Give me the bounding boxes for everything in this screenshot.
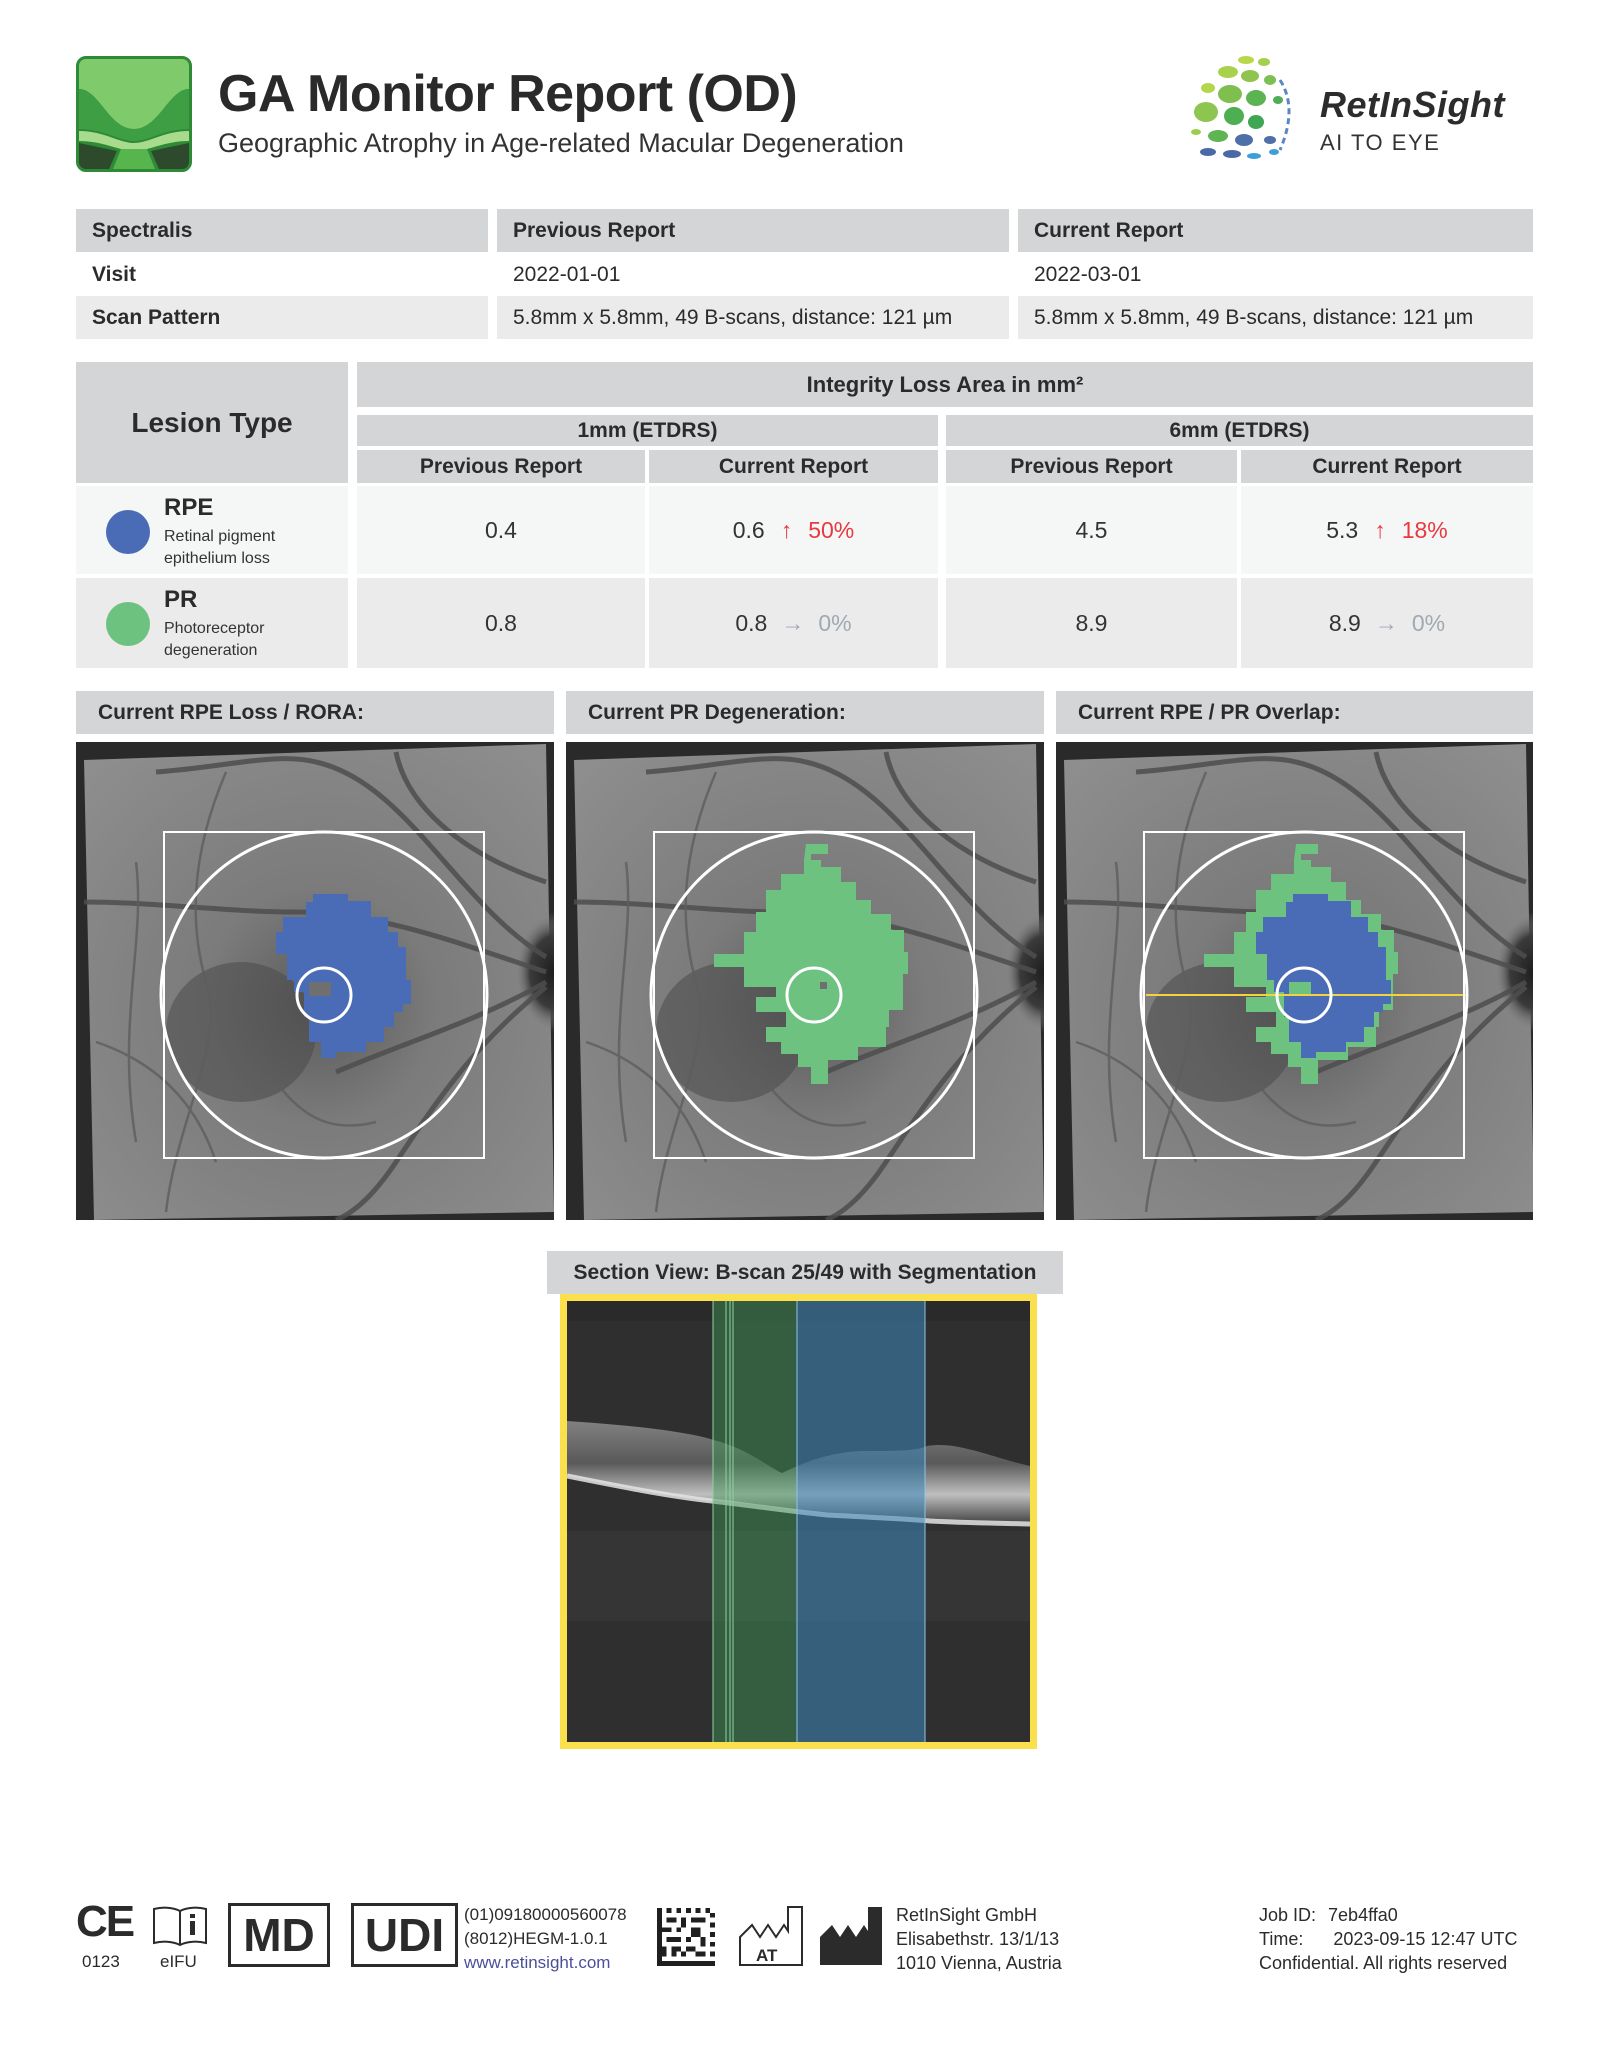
- ce-number: 0123: [82, 1952, 120, 1971]
- current-report-header: Current Report: [1018, 209, 1533, 252]
- device-header: Spectralis: [76, 209, 488, 252]
- pr-color-swatch: [106, 602, 150, 646]
- lesion-rpe-cell: RPE Retinal pigment epithelium loss: [76, 486, 348, 574]
- rpe-desc-line2: epithelium loss: [164, 550, 270, 567]
- website-link[interactable]: www.retinsight.com: [464, 1953, 611, 1972]
- rpe-6mm-change: 18%: [1401, 516, 1448, 543]
- time-label: Time:: [1259, 1929, 1304, 1949]
- trend-flat-icon: →: [781, 609, 805, 636]
- company-street: Elisabethstr. 13/1/13: [896, 1929, 1060, 1949]
- trend-flat-icon: →: [1374, 609, 1398, 636]
- zone-6mm-current-header: Current Report: [1241, 450, 1533, 483]
- rpe-name: RPE: [164, 494, 214, 521]
- rpe-6mm-current: 5.3 ↑ 18%: [1241, 486, 1533, 574]
- eifu-book-icon: [152, 1905, 208, 1947]
- company-name: RetInSight GmbH: [896, 1905, 1038, 1925]
- visit-current: 2022-03-01: [1034, 262, 1142, 286]
- rpe-1mm-current-value: 0.6: [732, 516, 765, 543]
- zone-6mm-previous-header: Previous Report: [946, 450, 1237, 483]
- pr-6mm-previous: 8.9: [946, 578, 1237, 668]
- job-info: Job ID: 7eb4ffa0 Time: 2023-09-15 12:47 UT…: [1259, 1903, 1517, 1975]
- visit-label: Visit: [92, 262, 136, 286]
- scan-pattern-label: Scan Pattern: [76, 296, 488, 339]
- retinsight-logo-icon: [1188, 50, 1308, 166]
- ce-mark-icon: CE: [76, 1897, 135, 1946]
- pr-1mm-current-value: 0.8: [735, 609, 768, 636]
- ga-monitor-logo: [76, 56, 192, 172]
- pr-desc-line2: degeneration: [164, 642, 258, 659]
- report-title: GA Monitor Report (OD): [218, 65, 798, 123]
- brand-tagline: AI TO EYE: [1320, 130, 1441, 155]
- overlap-fundus-image: [1056, 742, 1533, 1220]
- pr-6mm-current-value: 8.9: [1328, 609, 1361, 636]
- rpe-color-swatch: [106, 510, 150, 554]
- pr-degeneration-fundus-image: [566, 742, 1044, 1220]
- previous-report-header: Previous Report: [497, 209, 1009, 252]
- report-time: 2023-09-15 12:47 UTC: [1333, 1929, 1518, 1949]
- bscan-image: [567, 1301, 1030, 1742]
- pr-1mm-previous: 0.8: [357, 578, 645, 668]
- pr-1mm-change: 0%: [818, 609, 852, 636]
- report-subtitle: Geographic Atrophy in Age-related Macula…: [218, 128, 904, 158]
- rpe-loss-fundus-image: [76, 742, 554, 1220]
- rpe-6mm-current-value: 5.3: [1326, 516, 1359, 543]
- company-city: 1010 Vienna, Austria: [896, 1953, 1062, 1973]
- zone-1mm-current-header: Current Report: [649, 450, 938, 483]
- section-view-title: Section View: B-scan 25/49 with Segmenta…: [547, 1251, 1063, 1294]
- brand-name: RetInSight: [1320, 84, 1505, 125]
- pr-desc-line1: Photoreceptor: [164, 620, 265, 637]
- rpe-1mm-current: 0.6 ↑ 50%: [649, 486, 938, 574]
- country-code: AT: [756, 1946, 778, 1965]
- rpe-1mm-previous: 0.4: [357, 486, 645, 574]
- datamatrix-code-icon: [657, 1908, 715, 1966]
- scan-pattern-previous: 5.8mm x 5.8mm, 49 B-scans, distance: 121…: [497, 296, 1009, 339]
- zone-1mm-header: 1mm (ETDRS): [357, 415, 938, 446]
- bscan-frame: [560, 1294, 1037, 1749]
- country-of-manufacture-icon: AT: [738, 1905, 806, 1967]
- panel-overlap-title: Current RPE / PR Overlap:: [1056, 691, 1533, 734]
- zone-1mm-previous-header: Previous Report: [357, 450, 645, 483]
- pr-6mm-current: 8.9 → 0%: [1241, 578, 1533, 668]
- udi-badge: UDI: [351, 1903, 458, 1967]
- udi-line1: (01)09180000560078: [464, 1905, 627, 1924]
- integrity-loss-header: Integrity Loss Area in mm²: [357, 362, 1533, 407]
- pr-6mm-change: 0%: [1411, 609, 1446, 636]
- pr-name: PR: [164, 586, 198, 613]
- pr-1mm-current: 0.8 → 0%: [649, 578, 938, 668]
- panel-rpe-loss-title: Current RPE Loss / RORA:: [76, 691, 554, 734]
- visit-previous: 2022-01-01: [513, 262, 621, 286]
- udi-line2: (8012)HEGM-1.0.1: [464, 1929, 608, 1948]
- trend-up-icon: ↑: [1374, 516, 1386, 543]
- pr-description: Photoreceptor degeneration: [164, 618, 265, 662]
- ga-monitor-logo-icon: [79, 59, 189, 169]
- manufacturer-address: RetInSight GmbH Elisabethstr. 13/1/13 10…: [896, 1903, 1062, 1975]
- scan-pattern-current: 5.8mm x 5.8mm, 49 B-scans, distance: 121…: [1018, 296, 1533, 339]
- rpe-6mm-previous: 4.5: [946, 486, 1237, 574]
- rpe-description: Retinal pigment epithelium loss: [164, 526, 275, 570]
- job-id-label: Job ID:: [1259, 1905, 1317, 1925]
- zone-6mm-header: 6mm (ETDRS): [946, 415, 1533, 446]
- trend-up-icon: ↑: [780, 516, 793, 543]
- confidential-notice: Confidential. All rights reserved: [1259, 1953, 1508, 1973]
- lesion-type-header: Lesion Type: [76, 362, 348, 483]
- manufacturer-icon: [818, 1905, 884, 1967]
- rpe-desc-line1: Retinal pigment: [164, 528, 276, 545]
- panel-pr-degeneration-title: Current PR Degeneration:: [566, 691, 1044, 734]
- md-badge: MD: [228, 1903, 330, 1967]
- job-id: 7eb4ffa0: [1328, 1905, 1398, 1925]
- udi-info: (01)09180000560078 (8012)HEGM-1.0.1 www.…: [464, 1903, 627, 1975]
- eifu-label: eIFU: [160, 1952, 197, 1971]
- rpe-1mm-change: 50%: [808, 516, 855, 543]
- lesion-pr-cell: PR Photoreceptor degeneration: [76, 578, 348, 668]
